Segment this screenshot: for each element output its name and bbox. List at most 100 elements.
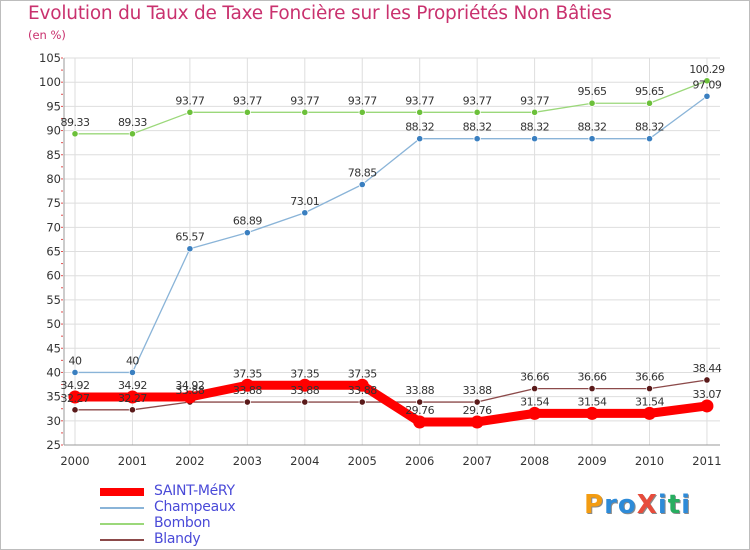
- data-point: [186, 245, 194, 253]
- data-label: 33.88: [348, 384, 377, 397]
- y-tick-label: 30: [46, 414, 61, 428]
- data-label: 33.07: [692, 388, 721, 401]
- y-tick-label: 55: [46, 293, 61, 307]
- logo-letter: r: [604, 490, 618, 520]
- data-label: 31.54: [578, 395, 607, 408]
- series-line-0: [70, 380, 712, 427]
- data-label: 95.65: [578, 85, 607, 98]
- data-point: [358, 108, 366, 116]
- data-label: 33.88: [405, 384, 434, 397]
- data-label: 68.89: [233, 215, 262, 228]
- data-label: 37.35: [233, 367, 262, 380]
- y-tick-label: 25: [46, 438, 61, 452]
- data-point: [700, 399, 714, 413]
- data-point: [530, 135, 539, 143]
- chart-title: Evolution du Taux de Taxe Foncière sur l…: [28, 3, 612, 24]
- data-point: [240, 378, 254, 392]
- data-label: 34.92: [61, 379, 90, 392]
- data-point: [301, 398, 309, 406]
- data-label: 88.32: [463, 121, 492, 134]
- data-point: [645, 135, 654, 143]
- logo-letter: i: [657, 490, 668, 520]
- data-label: 88.32: [520, 121, 549, 134]
- data-label: 65.57: [175, 231, 204, 244]
- x-tick-label: 2000: [60, 454, 89, 468]
- data-point: [416, 398, 424, 406]
- data-point: [528, 406, 542, 420]
- data-label: 33.88: [233, 384, 262, 397]
- data-label: 32.27: [118, 392, 147, 405]
- data-label: 93.77: [290, 94, 319, 107]
- data-point: [588, 135, 596, 143]
- data-label: 100.29: [689, 63, 725, 76]
- legend-swatch-champeaux: [100, 507, 144, 509]
- data-point: [643, 406, 656, 420]
- data-point: [358, 180, 366, 189]
- data-point: [355, 378, 369, 392]
- data-label: 29.76: [463, 404, 492, 417]
- data-point: [588, 384, 596, 393]
- data-label: 31.54: [520, 395, 549, 408]
- data-label: 34.92: [175, 379, 204, 392]
- data-point: [71, 368, 79, 377]
- x-tick-label: 2009: [577, 454, 606, 468]
- data-point: [186, 108, 194, 116]
- y-tick-label: 60: [46, 269, 61, 283]
- data-point: [470, 415, 484, 429]
- y-tick-label: 45: [46, 341, 61, 355]
- x-tick-label: 2003: [233, 454, 262, 468]
- data-label: 38.44: [692, 362, 721, 375]
- data-point: [703, 77, 711, 85]
- data-point: [301, 108, 309, 116]
- data-label: 95.65: [635, 85, 664, 98]
- data-label: 93.77: [233, 94, 262, 107]
- y-tick-label: 65: [46, 245, 61, 259]
- series-line-2: [74, 80, 708, 135]
- data-label: 36.66: [635, 371, 664, 384]
- data-label: 97.09: [692, 78, 721, 91]
- data-label: 33.88: [463, 384, 492, 397]
- x-tick-label: 2006: [405, 454, 434, 468]
- data-label: 93.77: [348, 94, 377, 107]
- data-point: [298, 378, 312, 392]
- y-tick-label: 90: [46, 124, 61, 138]
- data-point: [243, 398, 251, 406]
- x-tick-label: 2011: [692, 454, 721, 468]
- data-label: 73.01: [290, 195, 319, 208]
- x-tick-label: 2010: [635, 454, 664, 468]
- x-tick-label: 2008: [520, 454, 549, 468]
- data-point: [703, 92, 711, 100]
- data-point: [125, 390, 139, 404]
- data-label: 89.33: [61, 116, 90, 129]
- data-point: [68, 390, 82, 404]
- legend-label-bombon: Bombon: [154, 515, 211, 531]
- data-label: 78.85: [348, 167, 377, 180]
- data-label: 40: [69, 354, 82, 367]
- data-point: [413, 415, 427, 429]
- legend-swatch-blandy: [100, 539, 144, 541]
- data-label: 40: [126, 354, 139, 367]
- x-tick-label: 2005: [348, 454, 377, 468]
- x-tick-label: 2007: [463, 454, 492, 468]
- y-tick-label: 70: [46, 220, 61, 234]
- data-point: [703, 376, 711, 384]
- data-point: [473, 398, 481, 406]
- x-tick-label: 2002: [175, 454, 204, 468]
- data-label: 29.76: [405, 404, 434, 417]
- data-label: 88.32: [578, 121, 607, 134]
- logo-letter: i: [681, 490, 692, 520]
- y-tick-label: 40: [46, 365, 61, 379]
- y-unit-label: (en %): [28, 28, 66, 42]
- proxiti-logo: ProXiti: [584, 490, 691, 520]
- data-label: 31.54: [635, 395, 664, 408]
- data-point: [530, 108, 539, 116]
- legend-swatch-saint-mery: [100, 488, 144, 496]
- legend-label-blandy: Blandy: [154, 531, 201, 547]
- data-point: [588, 99, 596, 107]
- data-point: [473, 135, 481, 143]
- y-tick-label: 35: [46, 390, 61, 404]
- data-label: 33.88: [290, 384, 319, 397]
- series-line-1: [74, 95, 708, 374]
- data-point: [645, 99, 654, 107]
